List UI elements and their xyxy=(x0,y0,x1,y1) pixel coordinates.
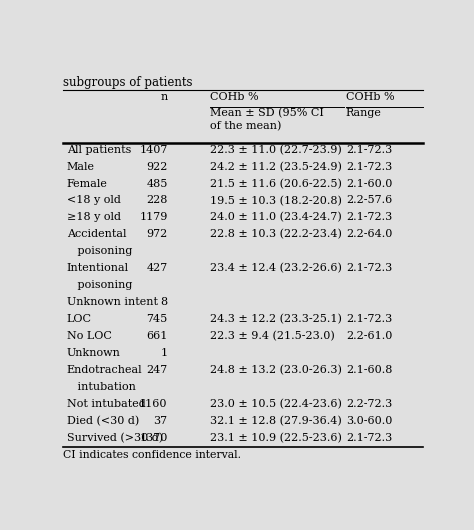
Text: 22.3 ± 9.4 (21.5-23.0): 22.3 ± 9.4 (21.5-23.0) xyxy=(210,331,335,341)
Text: COHb %: COHb % xyxy=(346,92,394,102)
Text: 2.1-60.0: 2.1-60.0 xyxy=(346,179,392,189)
Text: 972: 972 xyxy=(146,229,168,240)
Text: 2.1-72.3: 2.1-72.3 xyxy=(346,213,392,223)
Text: 23.0 ± 10.5 (22.4-23.6): 23.0 ± 10.5 (22.4-23.6) xyxy=(210,399,342,409)
Text: 1160: 1160 xyxy=(139,399,168,409)
Text: 22.8 ± 10.3 (22.2-23.4): 22.8 ± 10.3 (22.2-23.4) xyxy=(210,229,342,240)
Text: 24.2 ± 11.2 (23.5-24.9): 24.2 ± 11.2 (23.5-24.9) xyxy=(210,162,342,172)
Text: 23.4 ± 12.4 (23.2-26.6): 23.4 ± 12.4 (23.2-26.6) xyxy=(210,263,342,273)
Text: 228: 228 xyxy=(146,196,168,206)
Text: 37: 37 xyxy=(154,416,168,426)
Text: 922: 922 xyxy=(146,162,168,172)
Text: 2.1-72.3: 2.1-72.3 xyxy=(346,162,392,172)
Text: Range: Range xyxy=(346,108,382,118)
Text: 2.2-72.3: 2.2-72.3 xyxy=(346,399,392,409)
Text: poisoning: poisoning xyxy=(66,246,132,257)
Text: 1370: 1370 xyxy=(139,432,168,443)
Text: Accidental: Accidental xyxy=(66,229,126,240)
Text: 22.3 ± 11.0 (22.7-23.9): 22.3 ± 11.0 (22.7-23.9) xyxy=(210,145,342,155)
Text: 2.2-57.6: 2.2-57.6 xyxy=(346,196,392,206)
Text: subgroups of patients: subgroups of patients xyxy=(63,76,192,89)
Text: LOC: LOC xyxy=(66,314,91,324)
Text: 21.5 ± 11.6 (20.6-22.5): 21.5 ± 11.6 (20.6-22.5) xyxy=(210,179,342,189)
Text: No LOC: No LOC xyxy=(66,331,111,341)
Text: 2.2-61.0: 2.2-61.0 xyxy=(346,331,392,341)
Text: 23.1 ± 10.9 (22.5-23.6): 23.1 ± 10.9 (22.5-23.6) xyxy=(210,432,342,443)
Text: All patients: All patients xyxy=(66,145,131,155)
Text: 24.3 ± 12.2 (23.3-25.1): 24.3 ± 12.2 (23.3-25.1) xyxy=(210,314,342,324)
Text: 661: 661 xyxy=(146,331,168,341)
Text: 745: 745 xyxy=(146,314,168,324)
Text: Female: Female xyxy=(66,179,108,189)
Text: poisoning: poisoning xyxy=(66,280,132,290)
Text: 24.8 ± 13.2 (23.0-26.3): 24.8 ± 13.2 (23.0-26.3) xyxy=(210,365,342,375)
Text: Intentional: Intentional xyxy=(66,263,129,273)
Text: COHb %: COHb % xyxy=(210,92,258,102)
Text: 8: 8 xyxy=(161,297,168,307)
Text: CI indicates confidence interval.: CI indicates confidence interval. xyxy=(63,450,241,460)
Text: 2.1-60.8: 2.1-60.8 xyxy=(346,365,392,375)
Text: 1407: 1407 xyxy=(139,145,168,155)
Text: 427: 427 xyxy=(146,263,168,273)
Text: Mean ± SD (95% CI
of the mean): Mean ± SD (95% CI of the mean) xyxy=(210,108,324,131)
Text: 2.2-64.0: 2.2-64.0 xyxy=(346,229,392,240)
Text: 32.1 ± 12.8 (27.9-36.4): 32.1 ± 12.8 (27.9-36.4) xyxy=(210,416,342,426)
Text: Male: Male xyxy=(66,162,95,172)
Text: <18 y old: <18 y old xyxy=(66,196,120,206)
Text: Died (<30 d): Died (<30 d) xyxy=(66,416,139,426)
Text: 2.1-72.3: 2.1-72.3 xyxy=(346,432,392,443)
Text: 2.1-72.3: 2.1-72.3 xyxy=(346,263,392,273)
Text: 19.5 ± 10.3 (18.2-20.8): 19.5 ± 10.3 (18.2-20.8) xyxy=(210,196,342,206)
Text: 2.1-72.3: 2.1-72.3 xyxy=(346,145,392,155)
Text: 2.1-72.3: 2.1-72.3 xyxy=(346,314,392,324)
Text: n: n xyxy=(160,92,168,102)
Text: Not intubated: Not intubated xyxy=(66,399,146,409)
Text: ≥18 y old: ≥18 y old xyxy=(66,213,120,223)
Text: 485: 485 xyxy=(146,179,168,189)
Text: 247: 247 xyxy=(146,365,168,375)
Text: Unknown: Unknown xyxy=(66,348,120,358)
Text: 3.0-60.0: 3.0-60.0 xyxy=(346,416,392,426)
Text: intubation: intubation xyxy=(66,382,136,392)
Text: Unknown intent: Unknown intent xyxy=(66,297,157,307)
Text: 1179: 1179 xyxy=(139,213,168,223)
Text: Survived (>30 d): Survived (>30 d) xyxy=(66,432,163,443)
Text: Endotracheal: Endotracheal xyxy=(66,365,142,375)
Text: 24.0 ± 11.0 (23.4-24.7): 24.0 ± 11.0 (23.4-24.7) xyxy=(210,213,342,223)
Text: 1: 1 xyxy=(161,348,168,358)
